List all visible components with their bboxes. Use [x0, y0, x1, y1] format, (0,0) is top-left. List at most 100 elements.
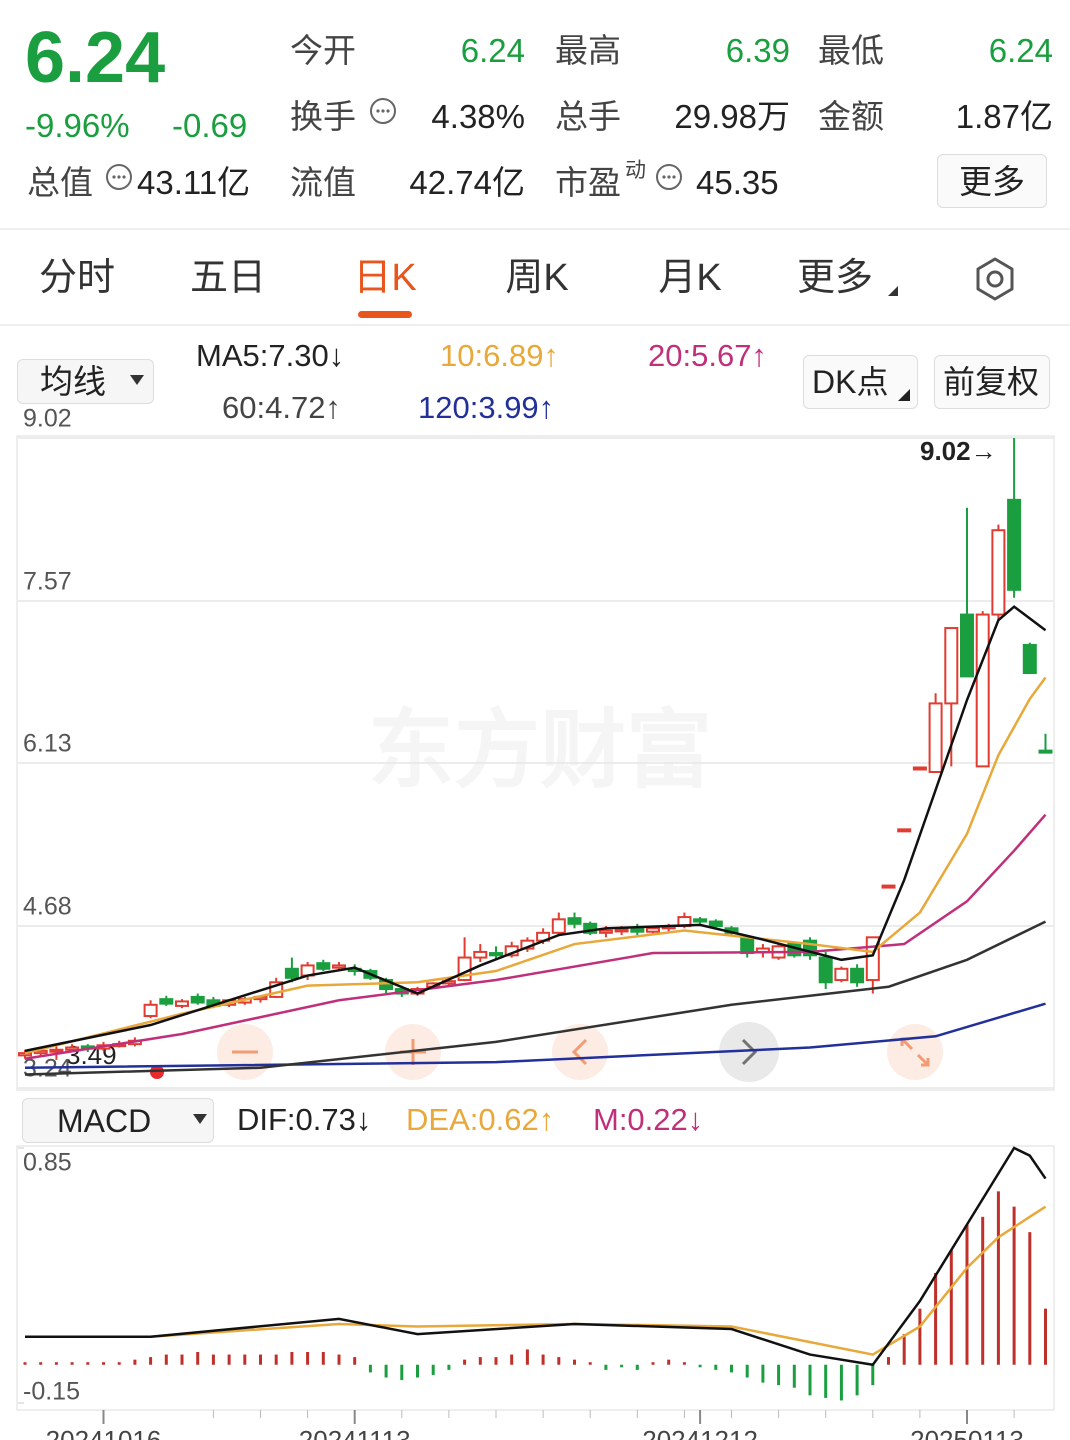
info-icon[interactable]: [368, 96, 398, 126]
ma-legend: 20:5.67↑: [648, 338, 767, 373]
stat-value: 6.39: [725, 32, 790, 69]
macd-bar: [902, 1334, 906, 1365]
info-icon[interactable]: [104, 162, 134, 192]
candle-body: [693, 918, 708, 923]
kline-frame: [16, 435, 1055, 1091]
macd-selector[interactable]: MACD: [22, 1098, 214, 1143]
candle-body: [881, 884, 896, 889]
candle-body: [630, 927, 645, 933]
tab[interactable]: 月K: [658, 257, 722, 299]
prev[interactable]: [552, 1024, 608, 1080]
ma-line: [24, 605, 1047, 1053]
change-pct: -9.96%: [25, 107, 130, 144]
stat-value: 45.35: [696, 164, 779, 201]
tab[interactable]: 更多: [796, 257, 874, 299]
expand[interactable]: [887, 1024, 943, 1080]
stat-label: 总值: [27, 164, 93, 201]
macd-bar: [620, 1364, 624, 1368]
y-tick-label: 9.02: [23, 405, 72, 433]
macd-bar: [635, 1364, 639, 1370]
info-icon[interactable]: [654, 162, 684, 192]
macd-bar: [368, 1364, 372, 1373]
event-dot[interactable]: [150, 1065, 164, 1079]
macd-bar: [70, 1362, 74, 1365]
ma-legend: MA5:7.30↓: [196, 338, 345, 373]
macd-bar: [54, 1362, 58, 1365]
macd-bar: [211, 1354, 215, 1365]
macd-bar: [180, 1354, 184, 1365]
macd-bar: [730, 1364, 733, 1373]
macd-bar: [887, 1357, 890, 1365]
candle-body: [975, 613, 990, 768]
candle-body: [897, 828, 912, 833]
candle-body: [646, 927, 660, 933]
candle-body: [834, 967, 849, 982]
macd-bar: [808, 1364, 812, 1396]
macd-bar: [400, 1364, 404, 1381]
macd-bar: [541, 1354, 545, 1365]
settings-icon[interactable]: [972, 256, 1018, 302]
macd-bar: [557, 1357, 561, 1365]
watermark: 东方财富: [368, 703, 712, 799]
candle-body: [708, 920, 723, 928]
macd-bar: [149, 1357, 153, 1365]
stat-label: 今开: [290, 32, 356, 69]
macd-bar: [996, 1191, 1000, 1365]
ma-line: [24, 813, 1047, 1060]
macd-bar: [604, 1364, 608, 1370]
candle-body: [944, 627, 959, 705]
macd-bar: [871, 1364, 875, 1386]
y-tick-label: 0.85: [23, 1149, 72, 1177]
tab[interactable]: 分时: [38, 257, 116, 299]
tab[interactable]: 周K: [505, 257, 569, 299]
macd-bar: [824, 1364, 828, 1398]
candle-body: [18, 1052, 32, 1057]
ma-legend: 10:6.89↑: [440, 338, 559, 373]
macd-bar: [337, 1354, 341, 1365]
candle-body: [1007, 498, 1022, 591]
change: -0.69: [172, 107, 248, 144]
candle-body: [598, 929, 613, 934]
macd-bar: [667, 1359, 671, 1365]
candle-body: [332, 964, 346, 969]
macd-bar: [384, 1364, 388, 1378]
macd-bar: [39, 1362, 43, 1365]
candle-body: [912, 766, 927, 771]
candle-body: [175, 1000, 189, 1007]
stat-value: 29.98万: [674, 98, 790, 135]
adjust-button[interactable]: 前复权: [934, 355, 1050, 409]
candle-body: [850, 967, 865, 984]
ma-line: [24, 920, 1047, 1076]
macd-bar: [839, 1364, 843, 1401]
stat-value: 42.74亿: [409, 164, 525, 201]
dk-button[interactable]: DK点: [803, 355, 918, 409]
ma-selector[interactable]: 均线: [17, 359, 154, 404]
macd-bar: [463, 1359, 467, 1365]
macd-bar: [651, 1362, 655, 1365]
next[interactable]: [719, 1022, 779, 1082]
macd-bar: [259, 1354, 262, 1365]
candle-body: [818, 956, 833, 984]
candle-body: [284, 967, 299, 979]
stat-label: 最高: [555, 32, 621, 69]
tab[interactable]: 五日: [189, 257, 267, 299]
macd-bar: [478, 1357, 482, 1365]
macd-frame: [16, 1145, 1055, 1411]
macd-selector-text: MACD: [57, 1103, 152, 1139]
stat-value: 6.24: [988, 32, 1053, 69]
macd-bar: [981, 1216, 985, 1365]
candle-body: [489, 952, 503, 957]
x-tick-label: 20241212: [642, 1425, 758, 1440]
candle-body: [190, 995, 205, 1004]
candle-body: [316, 962, 331, 970]
stat-value: 4.38%: [431, 98, 525, 135]
macd-bar: [447, 1364, 451, 1370]
macd-bar: [965, 1224, 969, 1365]
tab[interactable]: 日K: [353, 257, 417, 299]
macd-bar: [525, 1349, 529, 1365]
macd-bar: [949, 1250, 953, 1365]
candle-body: [583, 922, 598, 934]
more-button[interactable]: 更多: [937, 154, 1047, 208]
macd-bar: [792, 1364, 796, 1388]
macd-bar: [196, 1352, 200, 1365]
